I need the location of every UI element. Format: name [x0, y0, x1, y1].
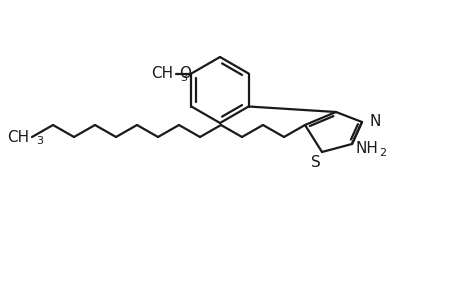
Text: 2: 2 [378, 148, 385, 158]
Text: CH: CH [151, 66, 173, 81]
Text: NH: NH [355, 140, 378, 155]
Text: O: O [179, 66, 191, 81]
Text: S: S [310, 154, 320, 169]
Text: 3: 3 [180, 73, 187, 82]
Text: CH: CH [7, 130, 29, 145]
Text: 3: 3 [36, 136, 43, 146]
Text: N: N [369, 113, 381, 128]
